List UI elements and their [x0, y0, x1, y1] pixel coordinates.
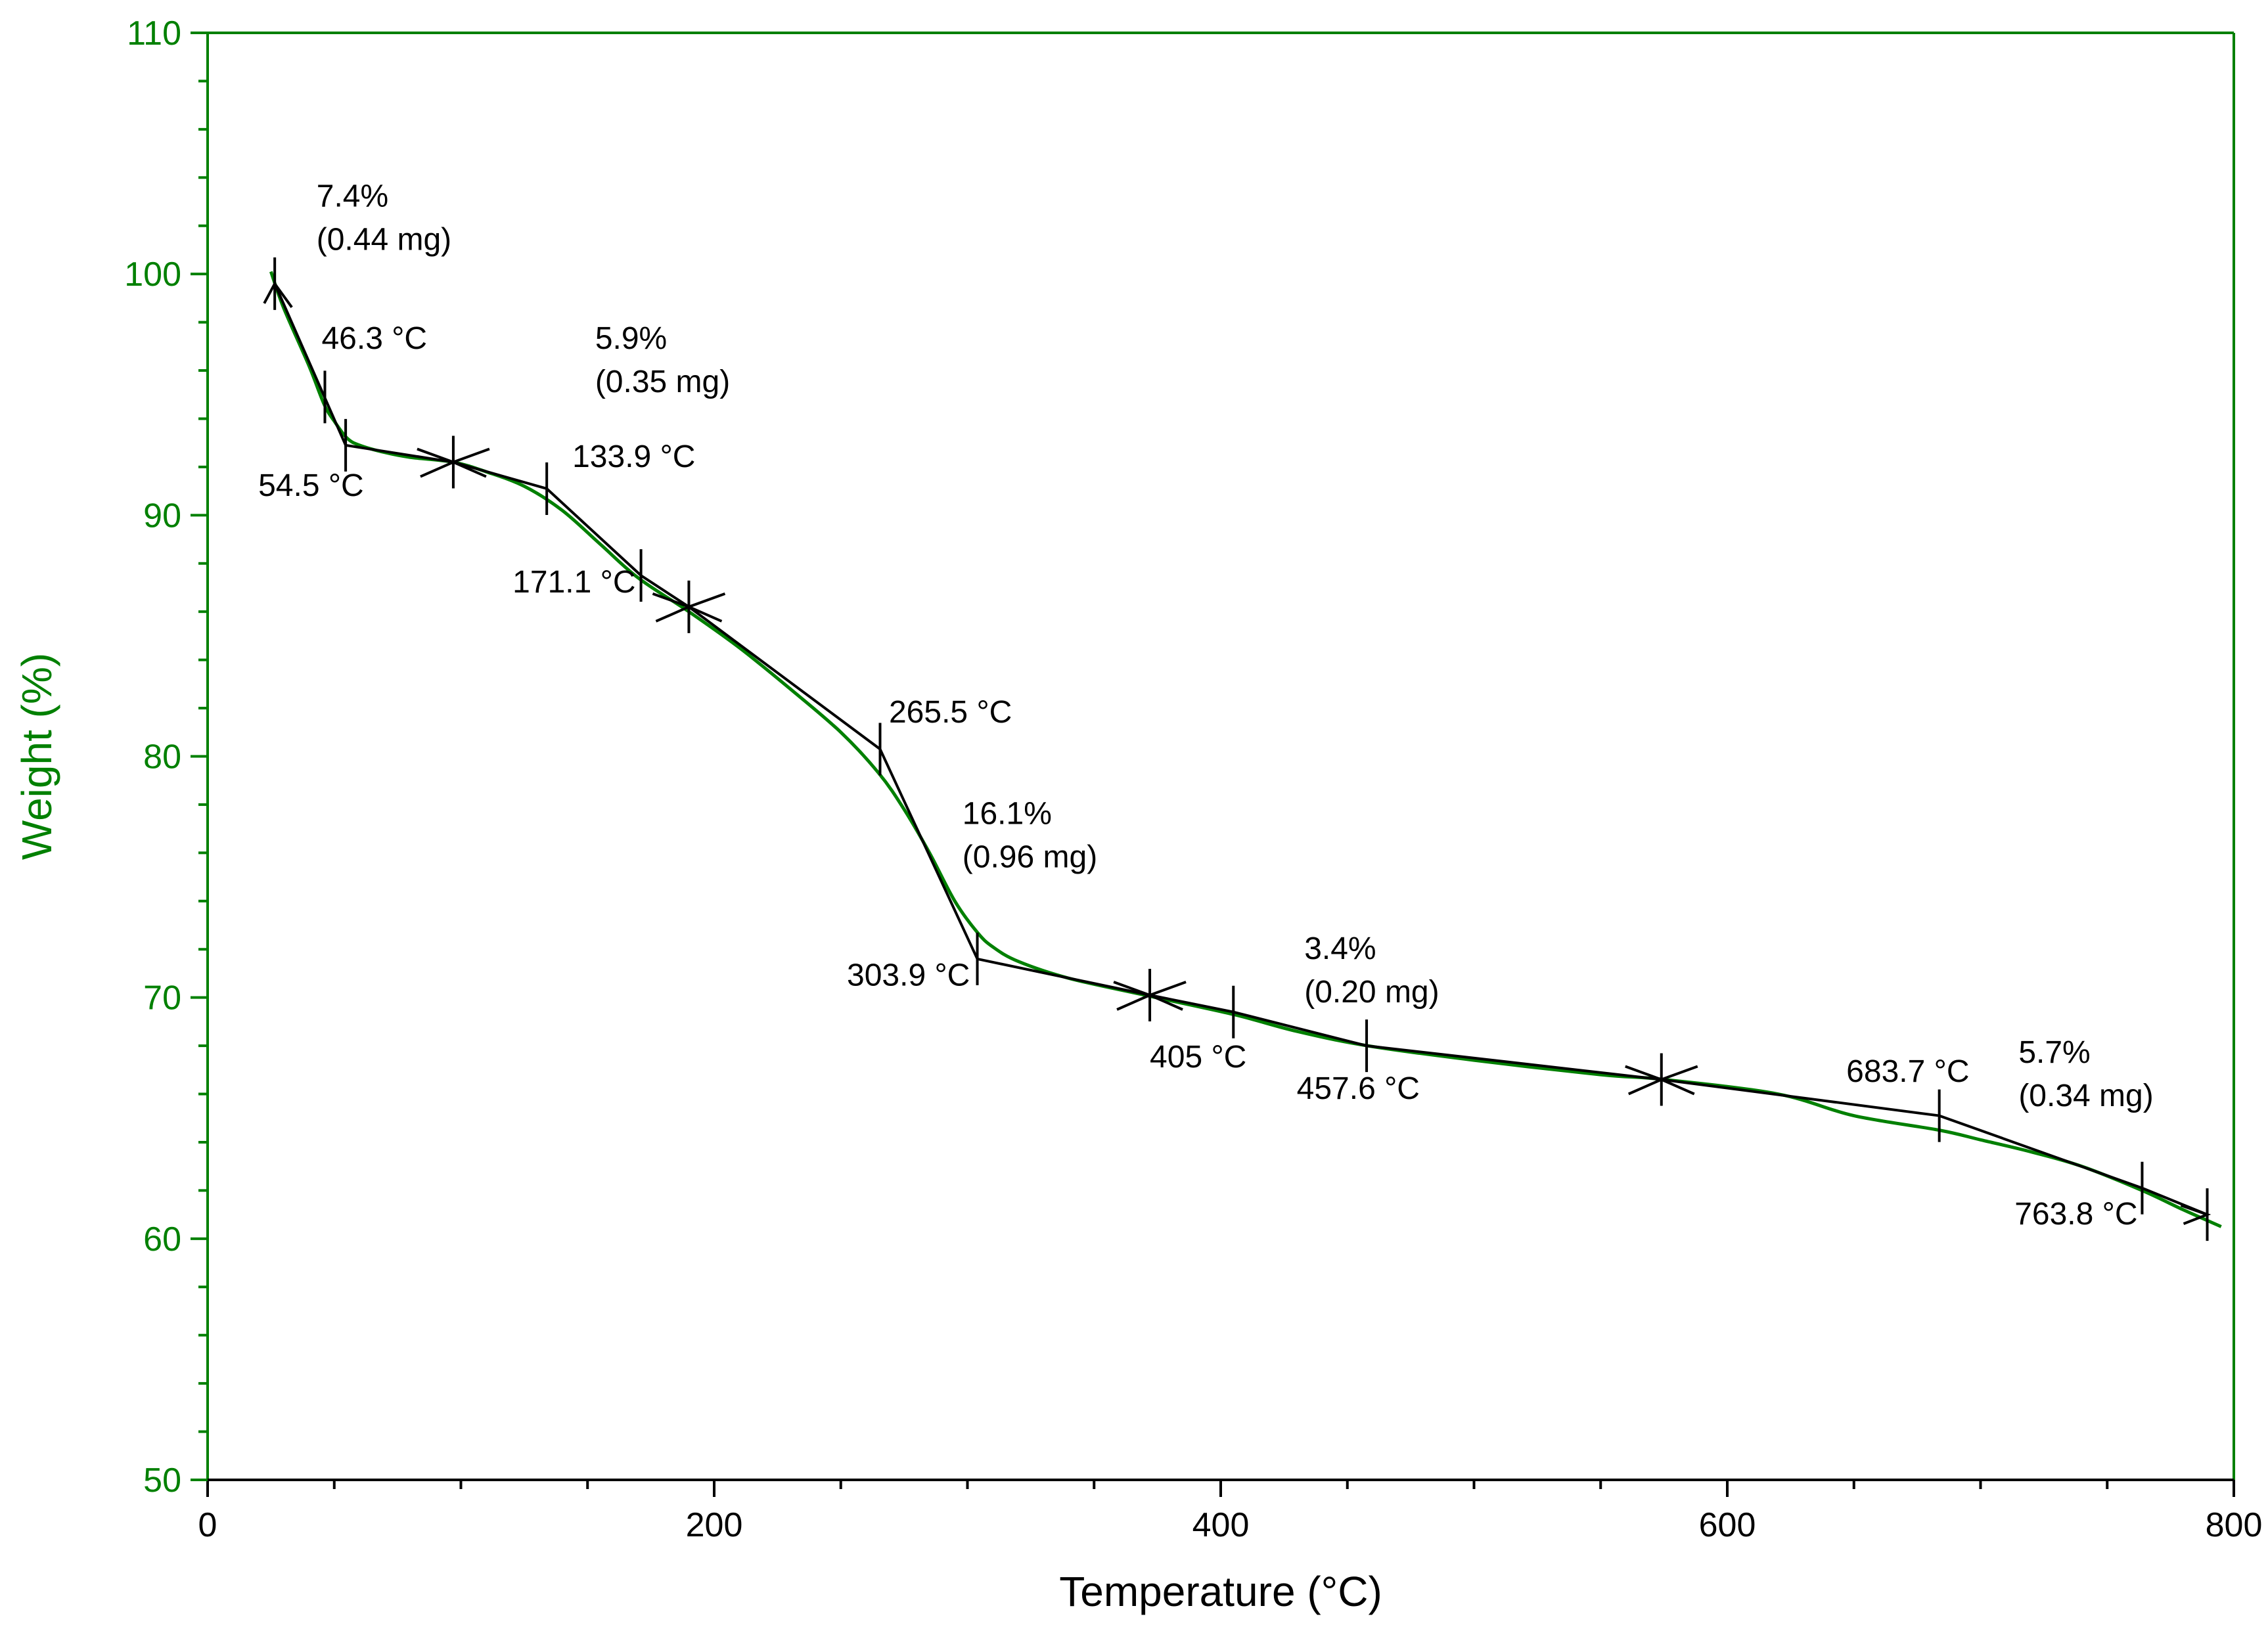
annotation-label: 54.5 °C	[258, 468, 364, 503]
annotation-label: (0.96 mg)	[963, 839, 1097, 874]
annotation-label: 16.1%	[963, 796, 1052, 831]
arrow-head	[1146, 981, 1187, 1011]
annotation-label: 7.4%	[317, 179, 388, 213]
y-axis: 50 60 70 80 90 100 110	[124, 14, 208, 1500]
weight-series	[269, 271, 2222, 1228]
annotation-label: 5.9%	[595, 321, 667, 356]
annotation-label: (0.34 mg)	[2018, 1079, 2153, 1113]
step-construction	[263, 257, 2211, 1241]
annotation-label: 683.7 °C	[1846, 1054, 1969, 1089]
annotation-label: 405 °C	[1150, 1040, 1246, 1075]
arrow-head	[2180, 1204, 2211, 1225]
y-tick-label: 60	[143, 1220, 181, 1259]
x-tick-label: 600	[1699, 1506, 1756, 1544]
x-tick-label: 800	[2206, 1506, 2263, 1544]
annotation-label: 457.6 °C	[1297, 1071, 1420, 1106]
y-tick-label: 100	[124, 256, 181, 294]
arrow-head	[685, 592, 726, 623]
weight-curve	[269, 271, 2222, 1228]
y-axis-title: Weight (%)	[13, 653, 60, 860]
x-axis-title: Temperature (°C)	[1059, 1568, 1382, 1615]
y-tick-label: 110	[127, 14, 181, 53]
y-tick-label: 50	[143, 1461, 181, 1500]
annotation-label: 46.3 °C	[321, 321, 427, 356]
x-tick-label: 200	[686, 1506, 743, 1544]
annotation-label: (0.44 mg)	[317, 222, 451, 257]
annotation-label: (0.20 mg)	[1304, 975, 1439, 1010]
x-tick-label: 0	[198, 1506, 217, 1544]
annotation-label: 133.9 °C	[572, 439, 695, 474]
arrow-head	[449, 447, 490, 478]
annotation-label: (0.35 mg)	[595, 365, 730, 399]
tangent-line	[453, 460, 690, 608]
tangent-line	[1149, 994, 1662, 1081]
y-tick-label: 80	[143, 738, 181, 776]
annotation-label: 5.7%	[2018, 1035, 2090, 1070]
tangent-line	[1661, 1078, 2208, 1216]
x-axis: 0 200 400 600 800	[198, 1480, 2263, 1544]
y-tick-label: 70	[143, 979, 181, 1017]
annotation-label: 3.4%	[1304, 931, 1376, 966]
annotation-label: 265.5 °C	[889, 695, 1012, 730]
step-annotations: 7.4% (0.44 mg) 46.3 °C 54.5 °C 5.9% (0.35 mg)…	[258, 179, 2154, 1231]
tangent-line	[688, 606, 1150, 996]
arrow-head	[1658, 1065, 1698, 1096]
y-tick-label: 90	[143, 497, 181, 535]
arrow-head	[263, 281, 293, 309]
annotation-label: 303.9 °C	[847, 958, 970, 992]
annotation-label: 171.1 °C	[512, 565, 635, 600]
annotation-label: 763.8 °C	[2014, 1197, 2137, 1232]
x-tick-label: 400	[1192, 1506, 1250, 1544]
